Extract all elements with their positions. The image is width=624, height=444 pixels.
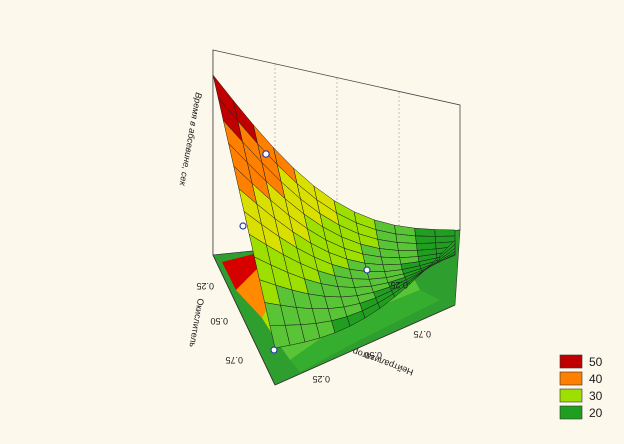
x-axis-ticks: 0.25 0.50 0.75 0.25 — [312, 280, 431, 384]
legend-label: 40 — [589, 372, 603, 386]
x-tick-3: 0.75 — [413, 329, 431, 339]
data-point-4 — [270, 346, 278, 354]
data-point-2 — [239, 222, 247, 230]
legend-swatch — [559, 405, 583, 420]
y-axis-ticks: 0.25 0.50 0.75 — [196, 281, 243, 365]
y-tick-1: 0.25 — [196, 281, 214, 291]
surface-cell — [439, 239, 456, 259]
surface-cell — [380, 256, 402, 266]
y-tick-3: 0.75 — [225, 355, 243, 365]
x-tick-back: 0.25 — [390, 280, 408, 290]
surface-cell — [337, 286, 358, 298]
surface-cell — [414, 227, 436, 237]
data-point-1 — [262, 150, 270, 158]
axis-frame — [212, 254, 456, 386]
legend-swatch — [559, 371, 583, 386]
observations — [239, 150, 371, 354]
legend-label: 50 — [589, 355, 603, 369]
surface-cell — [434, 229, 456, 237]
y-tick-2: 0.50 — [210, 316, 228, 326]
legend-swatch — [559, 388, 583, 403]
legend: 50 40 30 20 — [559, 354, 603, 420]
legend-label: 30 — [589, 389, 603, 403]
legend-label: 20 — [589, 406, 603, 420]
legend-swatch — [559, 354, 583, 369]
surface-cell — [396, 242, 418, 251]
x-tick-1: 0.25 — [312, 374, 330, 384]
x-tick-2: 0.50 — [364, 350, 382, 360]
surface-cell — [415, 235, 436, 244]
y-axis-label: Окислитель — [187, 298, 205, 349]
z-axis-label: Время в абсевине, сек — [177, 92, 203, 188]
data-point-3 — [363, 266, 371, 274]
response-surface — [212, 74, 456, 349]
